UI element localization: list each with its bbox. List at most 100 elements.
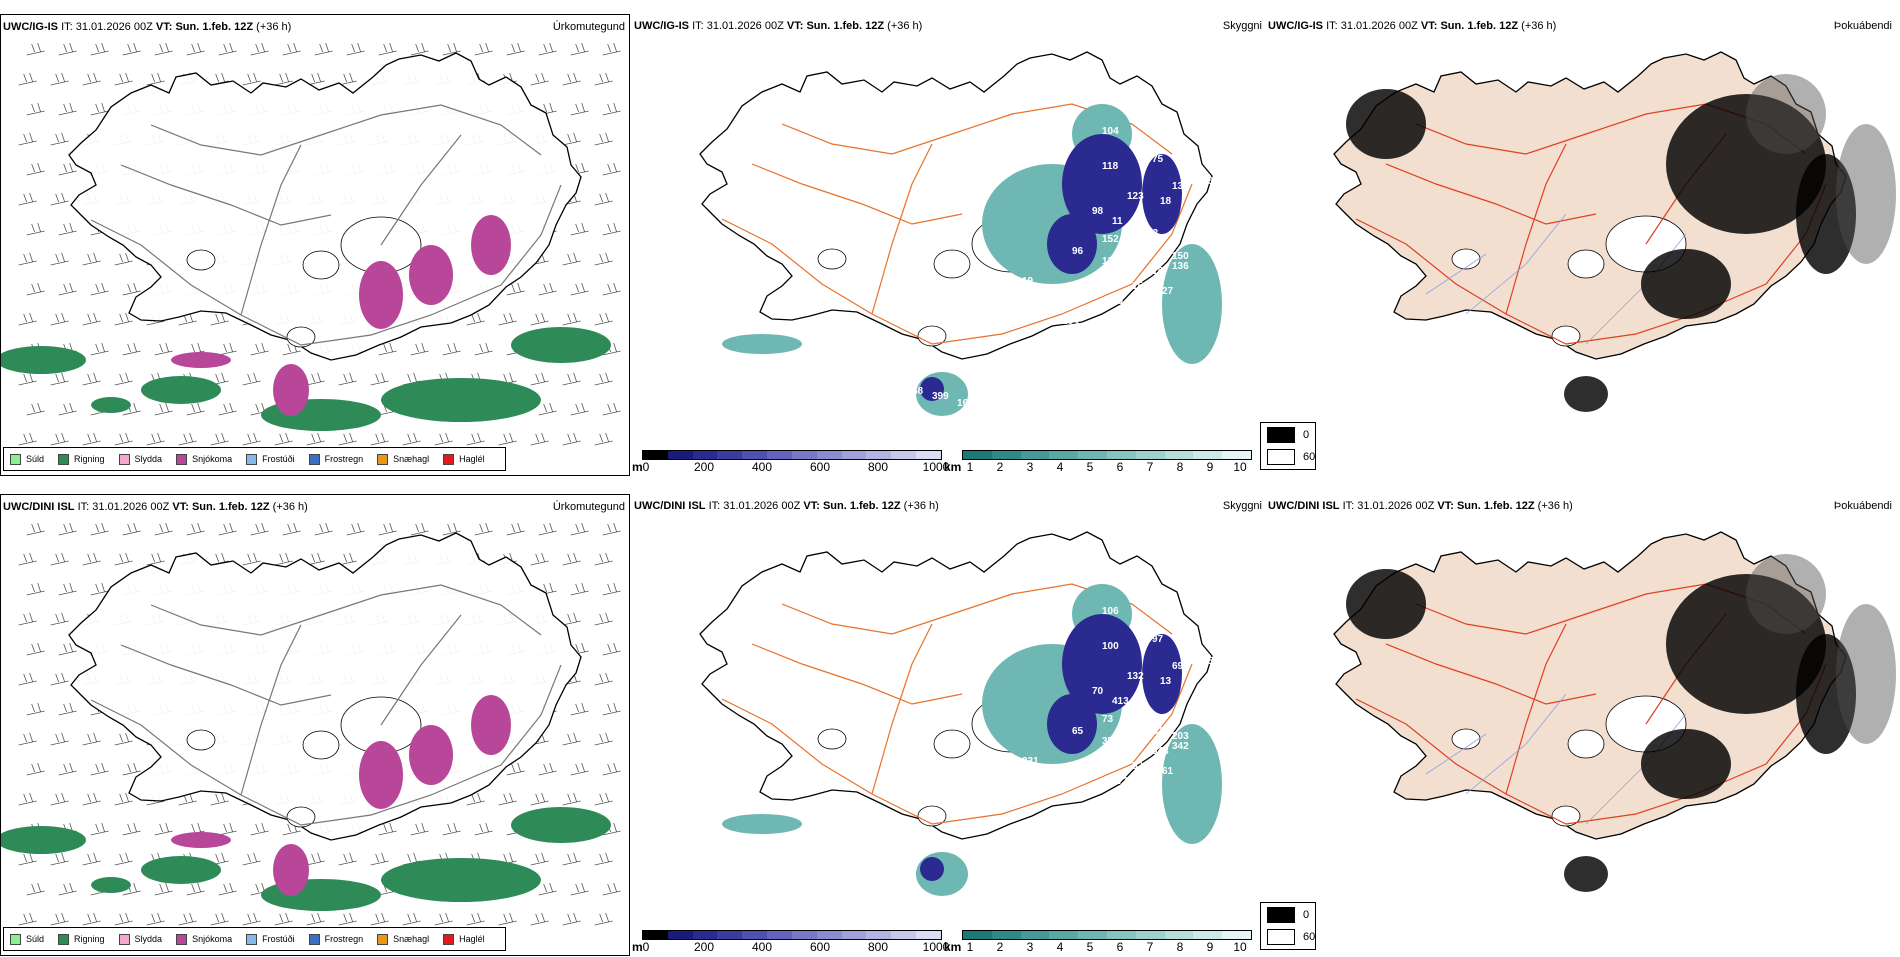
colorbar-segment [717, 451, 743, 459]
legend-swatch [246, 453, 258, 465]
wind-barb [114, 432, 133, 446]
visibility-value-label: 27 [1162, 286, 1174, 297]
rain-area [511, 807, 611, 843]
wind-barb [570, 282, 589, 296]
wind-barb [26, 762, 45, 776]
fog-light-area [1836, 124, 1896, 264]
wind-barb [50, 432, 69, 446]
road [240, 144, 302, 316]
wind-barb [26, 702, 45, 716]
legend-swatch [443, 453, 455, 465]
ceiling-tick: 800 [867, 460, 889, 474]
wind-barb [570, 762, 589, 776]
wind-barb [250, 822, 269, 836]
colorbar-segment [816, 451, 842, 459]
wind-barb [506, 762, 525, 776]
visibility-tick: 1 [966, 940, 974, 954]
wind-barb [122, 42, 141, 56]
wind-barb [594, 672, 613, 686]
forecast-header: UWC/IG-IS IT: 31.01.2026 00Z VT: Sun. 1.… [634, 20, 922, 32]
visibility-value-label: 113 [1142, 228, 1159, 239]
wind-barb [466, 792, 485, 806]
wind-barb [178, 432, 197, 446]
visibility-value-label: 98 [1092, 206, 1104, 217]
wind-barb [338, 852, 357, 866]
wind-barb [602, 882, 621, 896]
rain-area [1, 826, 86, 854]
wind-barb [378, 342, 397, 356]
wind-barb [498, 792, 517, 806]
snow-area [273, 844, 309, 896]
visibility-value-label: 106 [1102, 606, 1119, 617]
snow-area [171, 352, 231, 368]
panel-title: Skyggni [1222, 500, 1262, 512]
wind-barb [602, 282, 621, 296]
visibility-value-label: 19 [1022, 276, 1034, 287]
colorbar-segment [1078, 451, 1107, 459]
visibility-value-label: 69 [1172, 661, 1184, 672]
wind-barb [466, 432, 485, 446]
fog-light-area [1836, 604, 1896, 744]
road [871, 623, 933, 795]
visibility-value-label: 203 [1172, 731, 1189, 742]
ceiling-tick: 200 [693, 940, 715, 954]
wind-barb [82, 432, 101, 446]
wind-barb [594, 132, 613, 146]
legend-label: Snjókoma [192, 454, 233, 464]
legend-label: Súld [26, 934, 45, 944]
fog-area [1641, 249, 1731, 319]
legend-label: Slydda [134, 454, 163, 464]
wind-barb [378, 822, 397, 836]
visibility-value-label: 70 [1092, 686, 1104, 697]
low-ceiling-area [1142, 634, 1182, 714]
fog-swatch [1267, 929, 1295, 945]
low-visibility-area [1162, 724, 1222, 844]
wind-barb [378, 42, 397, 56]
wind-barb [18, 612, 37, 626]
wind-barb [306, 372, 325, 386]
wind-barb [570, 702, 589, 716]
wind-barb [410, 522, 429, 536]
wind-barb [114, 732, 133, 746]
wind-barb [50, 672, 69, 686]
visibility-value-label: 20 [772, 98, 784, 109]
visibility-value-label: 159 [1132, 281, 1149, 292]
wind-barb [442, 42, 461, 56]
wind-barb [26, 282, 45, 296]
visibility-tick: 10 [1233, 940, 1247, 954]
wind-barb [146, 72, 165, 86]
wind-barb [274, 912, 293, 926]
wind-barb [82, 792, 101, 806]
low-ceiling-area [1047, 694, 1097, 754]
legend-swatch [377, 933, 389, 945]
road [1385, 163, 1597, 225]
wind-barb [50, 612, 69, 626]
visibility-tick: 5 [1086, 460, 1094, 474]
low-ceiling-area [1142, 154, 1182, 234]
model-name: UWC/IG-IS [634, 20, 689, 32]
wind-barb [306, 552, 325, 566]
wind-barb [50, 552, 69, 566]
rain-area [1, 346, 86, 374]
wind-barb [594, 312, 613, 326]
forecast-header: UWC/IG-IS IT: 31.01.2026 00Z VT: Sun. 1.… [1268, 20, 1556, 32]
wind-barb [218, 822, 237, 836]
wind-barb [370, 432, 389, 446]
wind-barb [146, 552, 165, 566]
snow-area [359, 741, 403, 809]
wind-barb [18, 372, 37, 386]
low-ceiling [920, 134, 1182, 401]
wind-barb [346, 42, 365, 56]
fog-swatch [1267, 427, 1295, 443]
wind-barb [562, 312, 581, 326]
wind-barb [58, 762, 77, 776]
fog-area [1796, 634, 1856, 754]
wind-barb [602, 642, 621, 656]
wind-barb [58, 102, 77, 116]
wind-barb [602, 102, 621, 116]
snow-area [471, 695, 511, 755]
legend-label: Rigning [74, 454, 105, 464]
panel-title: Úrkomutegund [552, 21, 625, 33]
init-time: 31.01.2026 00Z [706, 20, 784, 32]
colorbar-segment [692, 931, 718, 939]
